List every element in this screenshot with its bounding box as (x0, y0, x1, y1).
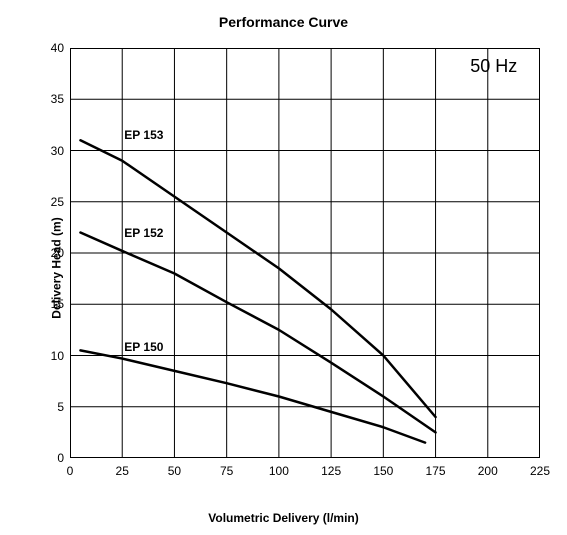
y-tick-label: 30 (51, 144, 64, 158)
series-line-ep-152 (80, 233, 435, 433)
x-tick-label: 125 (321, 464, 341, 478)
x-tick-label: 225 (530, 464, 550, 478)
y-tick-label: 20 (51, 246, 64, 260)
y-tick-label: 10 (51, 349, 64, 363)
x-tick-label: 200 (478, 464, 498, 478)
x-axis-label: Volumetric Delivery (l/min) (0, 511, 567, 525)
chart-title: Performance Curve (0, 14, 567, 30)
series-label-ep-153: EP 153 (124, 128, 163, 142)
frequency-annotation: 50 Hz (470, 56, 517, 77)
y-tick-label: 15 (51, 297, 64, 311)
x-tick-label: 0 (67, 464, 74, 478)
x-tick-label: 100 (269, 464, 289, 478)
x-tick-label: 25 (116, 464, 129, 478)
series-line-ep-153 (80, 140, 435, 417)
plot-svg (70, 48, 540, 458)
y-tick-label: 25 (51, 195, 64, 209)
x-tick-label: 150 (373, 464, 393, 478)
y-tick-label: 5 (57, 400, 64, 414)
performance-curve-chart: Performance Curve Delivery Head (m) Volu… (0, 0, 567, 535)
x-tick-label: 50 (168, 464, 181, 478)
y-tick-label: 40 (51, 41, 64, 55)
series-label-ep-150: EP 150 (124, 340, 163, 354)
y-tick-label: 35 (51, 92, 64, 106)
series-label-ep-152: EP 152 (124, 226, 163, 240)
x-tick-label: 75 (220, 464, 233, 478)
series-line-ep-150 (80, 350, 425, 442)
y-tick-label: 0 (57, 451, 64, 465)
plot-area: 50 Hz EP 153EP 152EP 1500510152025303540… (70, 48, 540, 458)
x-tick-label: 175 (426, 464, 446, 478)
